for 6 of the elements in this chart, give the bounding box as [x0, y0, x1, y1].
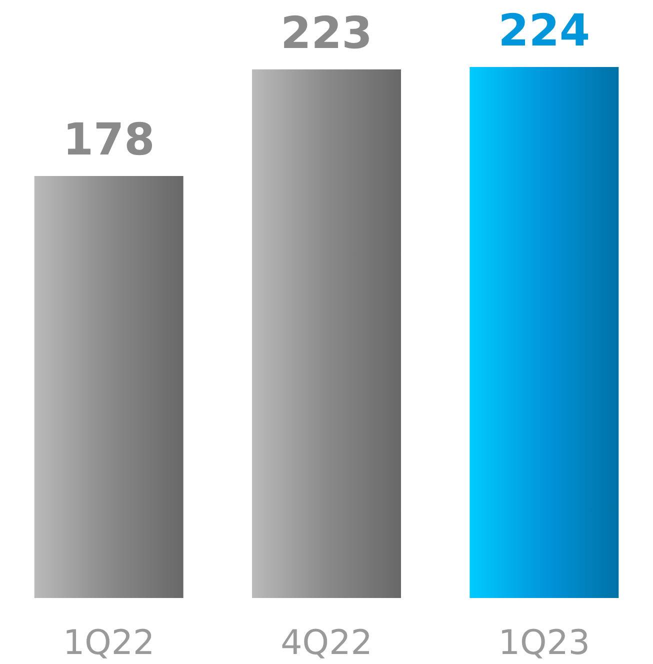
x-tick-label: 1Q22	[62, 623, 155, 663]
x-tick-label: 4Q22	[280, 623, 372, 663]
x-tick-label: 1Q23	[498, 623, 590, 663]
data-label: 223	[280, 8, 372, 59]
data-label: 178	[62, 114, 155, 166]
data-label: 224	[498, 6, 590, 56]
